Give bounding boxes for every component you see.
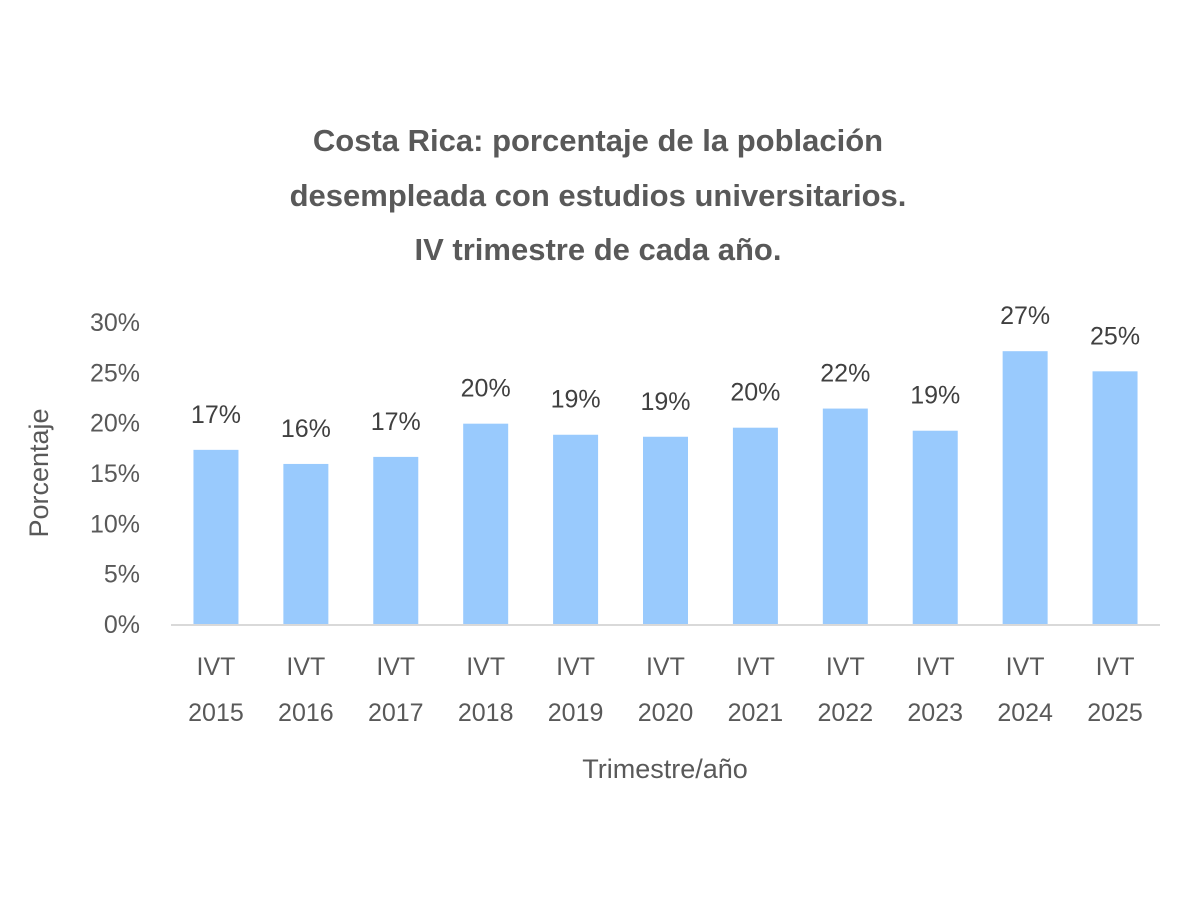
x-tick-label-quarter: IVT: [736, 653, 775, 681]
x-tick-label-quarter: IVT: [556, 653, 595, 681]
x-tick-label-quarter: IVT: [197, 653, 236, 681]
x-tick-label-year: 2022: [818, 699, 874, 727]
x-tick-label-year: 2025: [1087, 699, 1143, 727]
bar: [463, 423, 509, 624]
x-tick-label-year: 2018: [458, 699, 514, 727]
y-tick-label: 25%: [90, 359, 140, 387]
y-axis-label: Porcentaje: [24, 408, 54, 537]
bar: [643, 436, 688, 624]
y-tick-label: 10%: [90, 510, 140, 538]
y-tick-label: 20%: [90, 410, 140, 438]
bar: [283, 463, 329, 624]
data-label: 16%: [281, 415, 331, 443]
x-tick-label-year: 2016: [278, 699, 334, 727]
x-tick-label-year: 2021: [728, 699, 784, 727]
chart-title-line-3: IV trimestre de cada año.: [415, 232, 782, 267]
x-tick-label-quarter: IVT: [826, 653, 865, 681]
x-tick-label-quarter: IVT: [376, 653, 415, 681]
bar: [1092, 371, 1138, 624]
data-label: 17%: [371, 408, 421, 436]
x-tick-label-quarter: IVT: [466, 653, 505, 681]
bar: [822, 408, 868, 624]
y-tick-label: 15%: [90, 460, 140, 488]
data-label: 19%: [640, 388, 690, 416]
data-label: 22%: [820, 360, 870, 388]
bar: [912, 430, 958, 624]
chart-title-line-2: desempleada con estudios universitarios.: [290, 178, 907, 213]
x-tick-label-quarter: IVT: [1096, 653, 1135, 681]
data-label: 27%: [1000, 302, 1050, 330]
x-tick-label-year: 2023: [907, 699, 963, 727]
x-tick-label-year: 2017: [368, 699, 424, 727]
chart-title-line-1: Costa Rica: porcentaje de la población: [313, 123, 883, 158]
data-label: 20%: [461, 375, 511, 403]
x-tick-label-year: 2020: [638, 699, 694, 727]
data-label: 17%: [191, 401, 241, 429]
x-tick-label-year: 2019: [548, 699, 604, 727]
data-label: 19%: [551, 386, 601, 414]
bar: [1002, 351, 1048, 624]
x-tick-label-quarter: IVT: [286, 653, 325, 681]
y-tick-label: 0%: [104, 611, 140, 639]
x-tick-label-quarter: IVT: [1006, 653, 1045, 681]
bar: [373, 456, 419, 624]
x-tick-label-quarter: IVT: [916, 653, 955, 681]
bar: [193, 449, 239, 624]
x-tick-label-quarter: IVT: [646, 653, 685, 681]
x-axis-label: Trimestre/año: [582, 754, 748, 784]
y-tick-label: 30%: [90, 309, 140, 337]
bar: [732, 427, 778, 624]
data-label: 20%: [730, 379, 780, 407]
x-tick-label-year: 2024: [997, 699, 1053, 727]
y-tick-label: 5%: [104, 561, 140, 589]
data-label: 25%: [1090, 322, 1140, 350]
data-label: 19%: [910, 382, 960, 410]
x-tick-label-year: 2015: [188, 699, 244, 727]
bar: [553, 434, 599, 624]
